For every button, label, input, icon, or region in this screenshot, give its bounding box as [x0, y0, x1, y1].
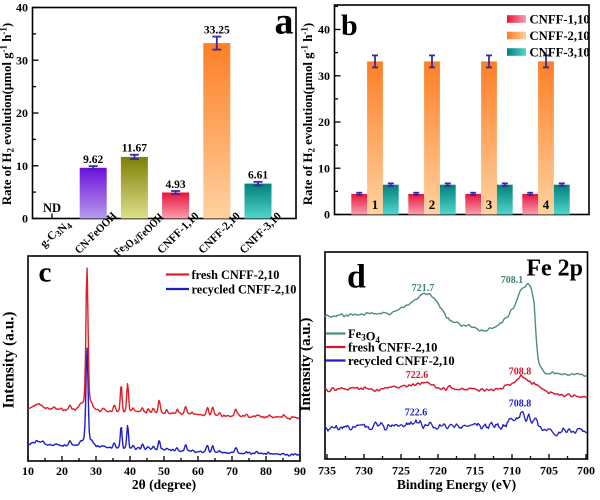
svg-text:Rate of H2 evolution(µmol g-1: Rate of H2 evolution(µmol g-1 h-1)	[0, 23, 16, 205]
svg-text:Fe 2p: Fe 2p	[526, 256, 583, 282]
svg-text:9.62: 9.62	[83, 154, 103, 166]
svg-text:0: 0	[324, 208, 330, 222]
svg-text:730: 730	[355, 464, 373, 478]
svg-text:60: 60	[192, 464, 204, 478]
svg-text:735: 735	[318, 464, 336, 478]
svg-text:710: 710	[503, 464, 521, 478]
svg-text:20: 20	[16, 106, 28, 120]
svg-text:70: 70	[226, 464, 238, 478]
svg-text:722.6: 722.6	[405, 408, 428, 419]
svg-text:715: 715	[466, 464, 484, 478]
svg-text:708.1: 708.1	[501, 275, 524, 286]
svg-text:720: 720	[429, 464, 447, 478]
svg-text:11.67: 11.67	[122, 143, 147, 155]
svg-text:80: 80	[260, 464, 272, 478]
svg-text:CNFF-3,10: CNFF-3,10	[530, 46, 590, 60]
svg-text:3: 3	[486, 197, 493, 212]
svg-text:a: a	[275, 1, 294, 43]
svg-text:50: 50	[158, 464, 170, 478]
svg-text:20: 20	[318, 115, 330, 129]
svg-text:Binding Energy (eV): Binding Energy (eV)	[397, 477, 516, 492]
svg-text:705: 705	[540, 464, 558, 478]
svg-text:0: 0	[22, 212, 28, 226]
svg-text:Intensity (a.u.): Intensity (a.u.)	[1, 312, 18, 409]
svg-text:10: 10	[16, 159, 28, 173]
svg-text:700: 700	[577, 464, 595, 478]
svg-text:30: 30	[90, 464, 102, 478]
svg-text:30: 30	[318, 69, 330, 83]
svg-text:Intensity (a.u.): Intensity (a.u.)	[298, 318, 314, 412]
svg-text:b: b	[341, 9, 358, 42]
svg-text:708.8: 708.8	[509, 399, 532, 410]
svg-text:6.61: 6.61	[248, 170, 268, 182]
svg-text:725: 725	[392, 464, 410, 478]
svg-text:33.25: 33.25	[204, 24, 230, 36]
svg-text:CNFF-1,10: CNFF-1,10	[530, 13, 590, 27]
svg-text:2θ (degree): 2θ (degree)	[132, 477, 196, 492]
svg-text:40: 40	[124, 464, 136, 478]
svg-text:721.7: 721.7	[412, 283, 435, 294]
svg-text:30: 30	[16, 54, 28, 68]
svg-text:Rate of H2 evolution(µmol g-1: Rate of H2 evolution(µmol g-1 h-1)	[300, 23, 317, 205]
svg-text:c: c	[39, 257, 52, 289]
svg-text:d: d	[347, 259, 366, 296]
svg-text:fresh CNFF-2,10: fresh CNFF-2,10	[192, 268, 280, 282]
svg-text:90: 90	[294, 464, 306, 478]
svg-text:10: 10	[22, 464, 34, 478]
svg-text:4.93: 4.93	[166, 179, 186, 191]
svg-text:40: 40	[16, 1, 28, 15]
svg-text:ND: ND	[43, 201, 61, 215]
svg-text:CNFF-2,10: CNFF-2,10	[530, 29, 590, 43]
svg-text:recycled CNFF-2,10: recycled CNFF-2,10	[348, 354, 455, 368]
svg-text:2: 2	[429, 197, 436, 212]
svg-text:fresh CNFF-2,10: fresh CNFF-2,10	[348, 340, 437, 354]
svg-text:40: 40	[318, 23, 330, 37]
svg-text:10: 10	[318, 161, 330, 175]
svg-text:1: 1	[372, 197, 379, 212]
svg-text:recycled CNFF-2,10: recycled CNFF-2,10	[192, 282, 297, 296]
svg-text:Fe3O4: Fe3O4	[348, 327, 380, 345]
svg-text:708.8: 708.8	[509, 367, 532, 378]
svg-text:20: 20	[56, 464, 68, 478]
svg-text:4: 4	[543, 197, 550, 212]
svg-text:722.6: 722.6	[406, 370, 429, 381]
